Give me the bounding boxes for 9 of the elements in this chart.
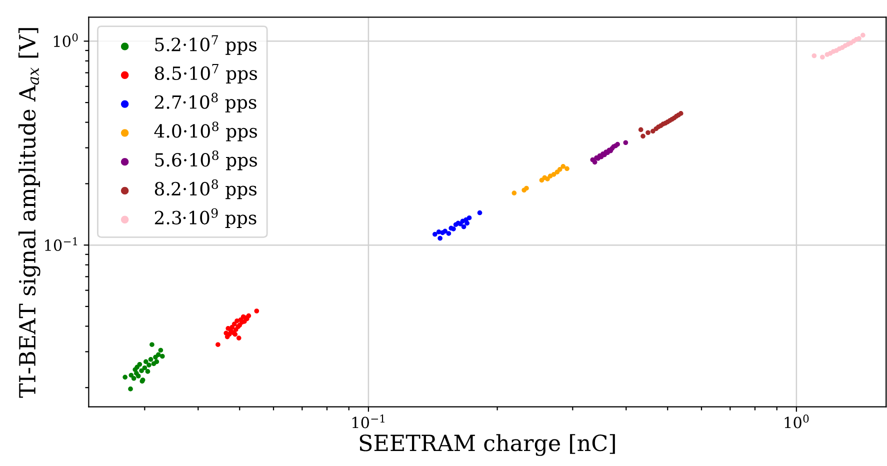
- legend-label: 4.0·10$^{8}$ pps: [154, 122, 257, 142]
- legend-label: 8.5·10$^{7}$ pps: [154, 64, 257, 84]
- legend-label: 5.6·10$^{8}$ pps: [155, 150, 257, 170]
- x-axis-title: SEETRAM charge [nC]: [360, 434, 615, 456]
- legend-label: 2.7·10$^{8}$ pps: [154, 92, 256, 112]
- legend-label: 2.3·10$^{9}$ pps: [154, 208, 256, 228]
- legend-label: 5.2·10$^{7}$ pps: [155, 35, 257, 55]
- y-axis-title: TI-BEAT signal amplitude A$_{ax}$ [V]: [18, 28, 40, 398]
- legend-label: 8.2·10$^{8}$ pps: [154, 179, 257, 200]
